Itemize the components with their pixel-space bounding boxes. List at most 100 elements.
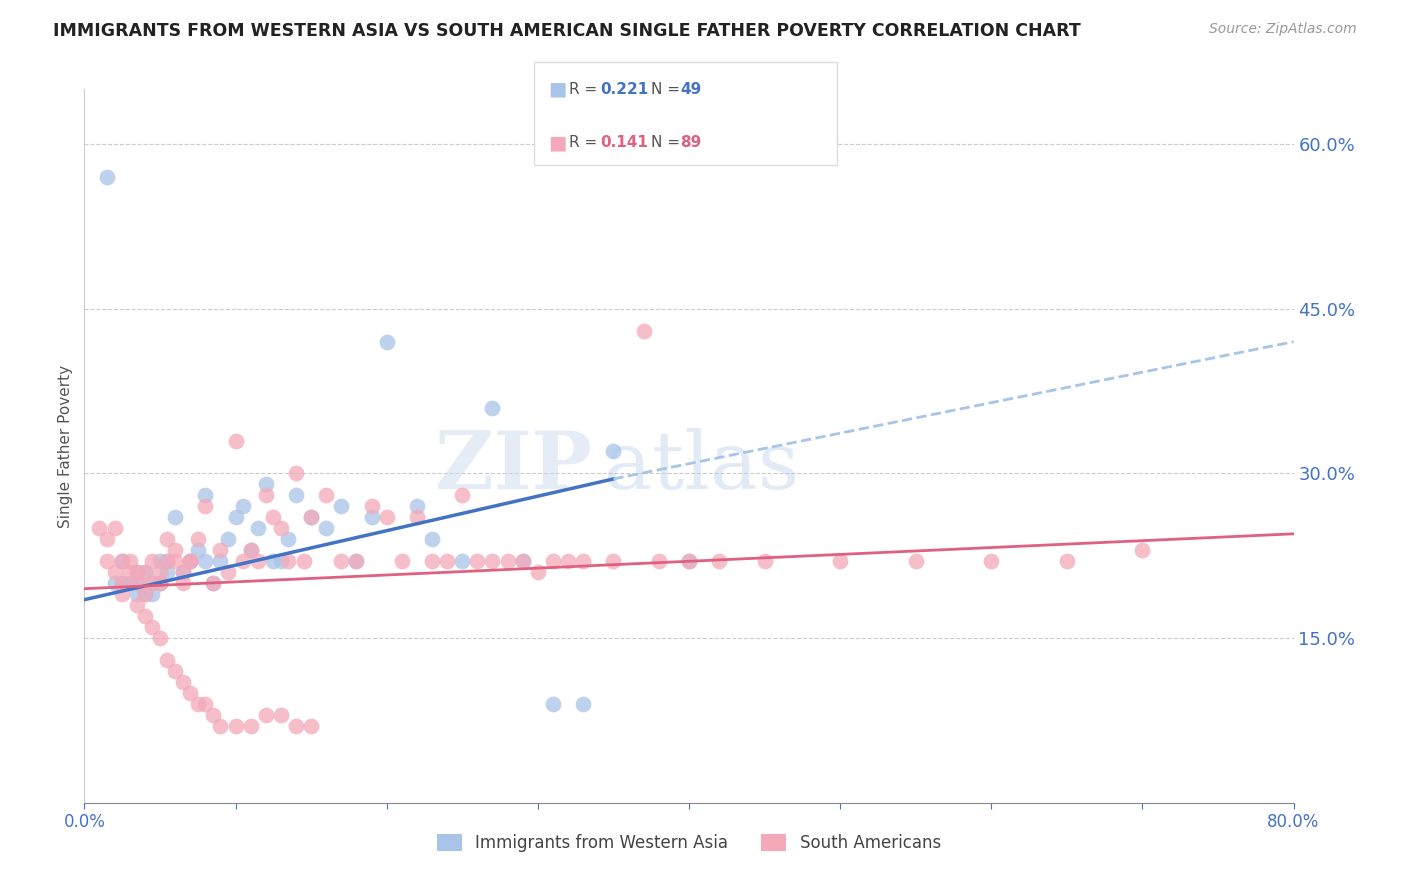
Point	[572, 697, 595, 711]
Point	[127, 587, 149, 601]
Point	[141, 587, 163, 601]
Point	[239, 719, 262, 733]
Point	[299, 510, 322, 524]
Point	[270, 554, 292, 568]
Point	[201, 576, 224, 591]
Point	[141, 576, 163, 591]
Point	[292, 554, 315, 568]
Point	[557, 554, 579, 568]
Point	[134, 566, 156, 580]
Point	[187, 533, 209, 547]
Point	[149, 576, 172, 591]
Point	[187, 697, 209, 711]
Point	[346, 554, 368, 568]
Point	[277, 533, 299, 547]
Point	[481, 554, 503, 568]
Point	[709, 554, 731, 568]
Point	[89, 521, 111, 535]
Point	[127, 576, 149, 591]
Point	[285, 719, 308, 733]
Point	[262, 554, 284, 568]
Point	[134, 587, 156, 601]
Point	[330, 500, 353, 514]
Point	[149, 554, 172, 568]
Point	[512, 554, 534, 568]
Point	[96, 554, 118, 568]
Point	[127, 566, 149, 580]
Point	[111, 576, 134, 591]
Point	[179, 554, 201, 568]
Point	[602, 554, 624, 568]
Point	[285, 488, 308, 502]
Point	[165, 510, 187, 524]
Point	[201, 708, 224, 723]
Point	[254, 477, 277, 491]
Point	[496, 554, 519, 568]
Text: R =: R =	[569, 136, 603, 150]
Text: R =: R =	[569, 82, 603, 96]
Point	[346, 554, 368, 568]
Point	[375, 510, 398, 524]
Point	[239, 543, 262, 558]
Point	[360, 500, 382, 514]
Point	[254, 708, 277, 723]
Point	[187, 543, 209, 558]
Text: N =: N =	[651, 136, 685, 150]
Point	[149, 566, 172, 580]
Point	[602, 444, 624, 458]
Point	[141, 620, 163, 634]
Point	[247, 554, 270, 568]
Point	[541, 554, 564, 568]
Point	[96, 533, 118, 547]
Point	[451, 554, 474, 568]
Point	[111, 576, 134, 591]
Point	[980, 554, 1002, 568]
Point	[141, 554, 163, 568]
Point	[179, 554, 201, 568]
Text: 89: 89	[681, 136, 702, 150]
Point	[156, 566, 179, 580]
Point	[572, 554, 595, 568]
Point	[111, 554, 134, 568]
Point	[633, 324, 655, 338]
Point	[217, 566, 239, 580]
Point	[172, 566, 194, 580]
Point	[194, 500, 217, 514]
Point	[904, 554, 927, 568]
Text: atlas: atlas	[605, 428, 800, 507]
Point	[134, 587, 156, 601]
Point	[481, 401, 503, 415]
Point	[315, 488, 337, 502]
Point	[375, 334, 398, 349]
Legend: Immigrants from Western Asia, South Americans: Immigrants from Western Asia, South Amer…	[430, 827, 948, 859]
Point	[451, 488, 474, 502]
Point	[165, 543, 187, 558]
Point	[527, 566, 550, 580]
Point	[225, 510, 247, 524]
Point	[179, 554, 201, 568]
Point	[194, 488, 217, 502]
Text: N =: N =	[651, 82, 685, 96]
Point	[104, 566, 127, 580]
Point	[165, 554, 187, 568]
Point	[179, 686, 201, 700]
Point	[541, 697, 564, 711]
Point	[156, 653, 179, 667]
Point	[225, 719, 247, 733]
Point	[678, 554, 700, 568]
Point	[209, 719, 232, 733]
Point	[201, 576, 224, 591]
Point	[754, 554, 776, 568]
Point	[156, 554, 179, 568]
Point	[127, 576, 149, 591]
Point	[1056, 554, 1078, 568]
Point	[830, 554, 852, 568]
Text: 49: 49	[681, 82, 702, 96]
Text: 0.141: 0.141	[600, 136, 648, 150]
Point	[209, 543, 232, 558]
Point	[156, 554, 179, 568]
Point	[127, 566, 149, 580]
Point	[254, 488, 277, 502]
Point	[111, 587, 134, 601]
Point	[232, 554, 254, 568]
